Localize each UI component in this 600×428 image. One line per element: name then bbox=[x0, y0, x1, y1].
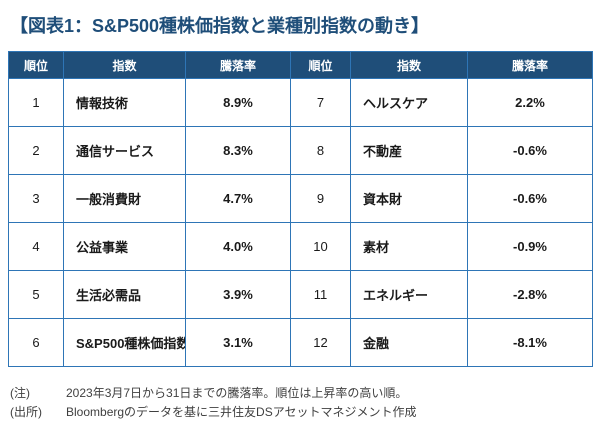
table-row: 4 公益事業 4.0% 10 素材 -0.9% bbox=[8, 222, 593, 271]
change-cell: 8.9% bbox=[185, 78, 291, 127]
change-cell: 4.0% bbox=[185, 222, 291, 271]
index-cell: 生活必需品 bbox=[63, 270, 186, 319]
note-line: (出所) Bloombergのデータを基に三井住友DSアセットマネジメント作成 bbox=[10, 403, 592, 422]
source-text: Bloombergのデータを基に三井住友DSアセットマネジメント作成 bbox=[66, 405, 417, 420]
sector-performance-table: 順位 指数 騰落率 順位 指数 騰落率 1 情報技術 8.9% 7 ヘルスケア … bbox=[8, 51, 593, 367]
change-cell: -2.8% bbox=[467, 270, 593, 319]
rank-cell: 4 bbox=[8, 222, 64, 271]
change-cell: 3.1% bbox=[185, 318, 291, 367]
note-label: (注) bbox=[10, 386, 30, 400]
index-cell: 金融 bbox=[350, 318, 468, 367]
index-cell: 情報技術 bbox=[63, 78, 186, 127]
index-cell: 資本財 bbox=[350, 174, 468, 223]
change-cell: 3.9% bbox=[185, 270, 291, 319]
rank-cell: 12 bbox=[290, 318, 351, 367]
change-cell: -0.6% bbox=[467, 174, 593, 223]
figure-title: 【図表1：S&P500種株価指数と業種別指数の動き】 bbox=[10, 16, 430, 36]
index-cell: 不動産 bbox=[350, 126, 468, 175]
rank-cell: 8 bbox=[290, 126, 351, 175]
change-cell: -8.1% bbox=[467, 318, 593, 367]
footnotes: (注) 2023年3月7日から31日までの騰落率。順位は上昇率の高い順。 (出所… bbox=[10, 384, 592, 422]
header-change-left: 騰落率 bbox=[185, 51, 291, 79]
rank-cell: 5 bbox=[8, 270, 64, 319]
rank-cell: 1 bbox=[8, 78, 64, 127]
change-cell: -0.9% bbox=[467, 222, 593, 271]
table-row: 3 一般消費財 4.7% 9 資本財 -0.6% bbox=[8, 174, 593, 223]
index-cell: 一般消費財 bbox=[63, 174, 186, 223]
rank-cell: 3 bbox=[8, 174, 64, 223]
index-cell: ヘルスケア bbox=[350, 78, 468, 127]
header-change-right: 騰落率 bbox=[467, 51, 593, 79]
table-row: 1 情報技術 8.9% 7 ヘルスケア 2.2% bbox=[8, 78, 593, 127]
change-cell: -0.6% bbox=[467, 126, 593, 175]
header-index-left: 指数 bbox=[63, 51, 186, 79]
table-row: 2 通信サービス 8.3% 8 不動産 -0.6% bbox=[8, 126, 593, 175]
rank-cell: 11 bbox=[290, 270, 351, 319]
rank-cell: 6 bbox=[8, 318, 64, 367]
change-cell: 4.7% bbox=[185, 174, 291, 223]
table-row: 5 生活必需品 3.9% 11 エネルギー -2.8% bbox=[8, 270, 593, 319]
change-cell: 2.2% bbox=[467, 78, 593, 127]
table-row: 6 S&P500種株価指数 3.1% 12 金融 -8.1% bbox=[8, 318, 593, 367]
note-text: 2023年3月7日から31日までの騰落率。順位は上昇率の高い順。 bbox=[66, 386, 408, 400]
header-index-right: 指数 bbox=[350, 51, 468, 79]
header-rank-left: 順位 bbox=[8, 51, 64, 79]
index-cell: 通信サービス bbox=[63, 126, 186, 175]
index-cell: 公益事業 bbox=[63, 222, 186, 271]
note-line: (注) 2023年3月7日から31日までの騰落率。順位は上昇率の高い順。 bbox=[10, 384, 592, 403]
rank-cell: 9 bbox=[290, 174, 351, 223]
header-rank-right: 順位 bbox=[290, 51, 351, 79]
rank-cell: 7 bbox=[290, 78, 351, 127]
rank-cell: 2 bbox=[8, 126, 64, 175]
index-cell: 素材 bbox=[350, 222, 468, 271]
header-row: 順位 指数 騰落率 順位 指数 騰落率 bbox=[8, 51, 593, 79]
source-label: (出所) bbox=[10, 405, 42, 420]
index-cell: S&P500種株価指数 bbox=[63, 318, 186, 367]
rank-cell: 10 bbox=[290, 222, 351, 271]
index-cell: エネルギー bbox=[350, 270, 468, 319]
change-cell: 8.3% bbox=[185, 126, 291, 175]
